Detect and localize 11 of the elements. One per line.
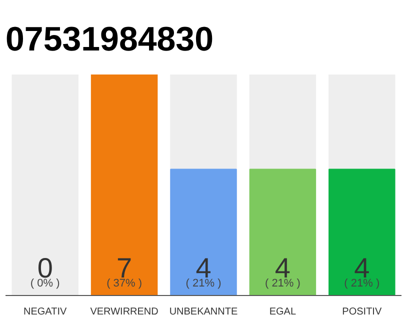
chart-title: 07531984830	[6, 20, 214, 58]
annotation: ( 21% )	[344, 278, 380, 290]
annotation: ( 21% )	[264, 278, 300, 290]
x-tick-label: EGAL	[269, 306, 296, 318]
annotation: ( 0% )	[30, 278, 60, 290]
x-tick-label: POSITIV	[342, 306, 382, 318]
x-tick-label: VERWIRREND	[90, 306, 158, 318]
x-tick-label: UNBEKANNTE	[169, 306, 238, 318]
annotation: ( 37% )	[106, 278, 142, 290]
x-tick-label: NEGATIV	[24, 306, 68, 318]
annotation: ( 21% )	[186, 278, 222, 290]
